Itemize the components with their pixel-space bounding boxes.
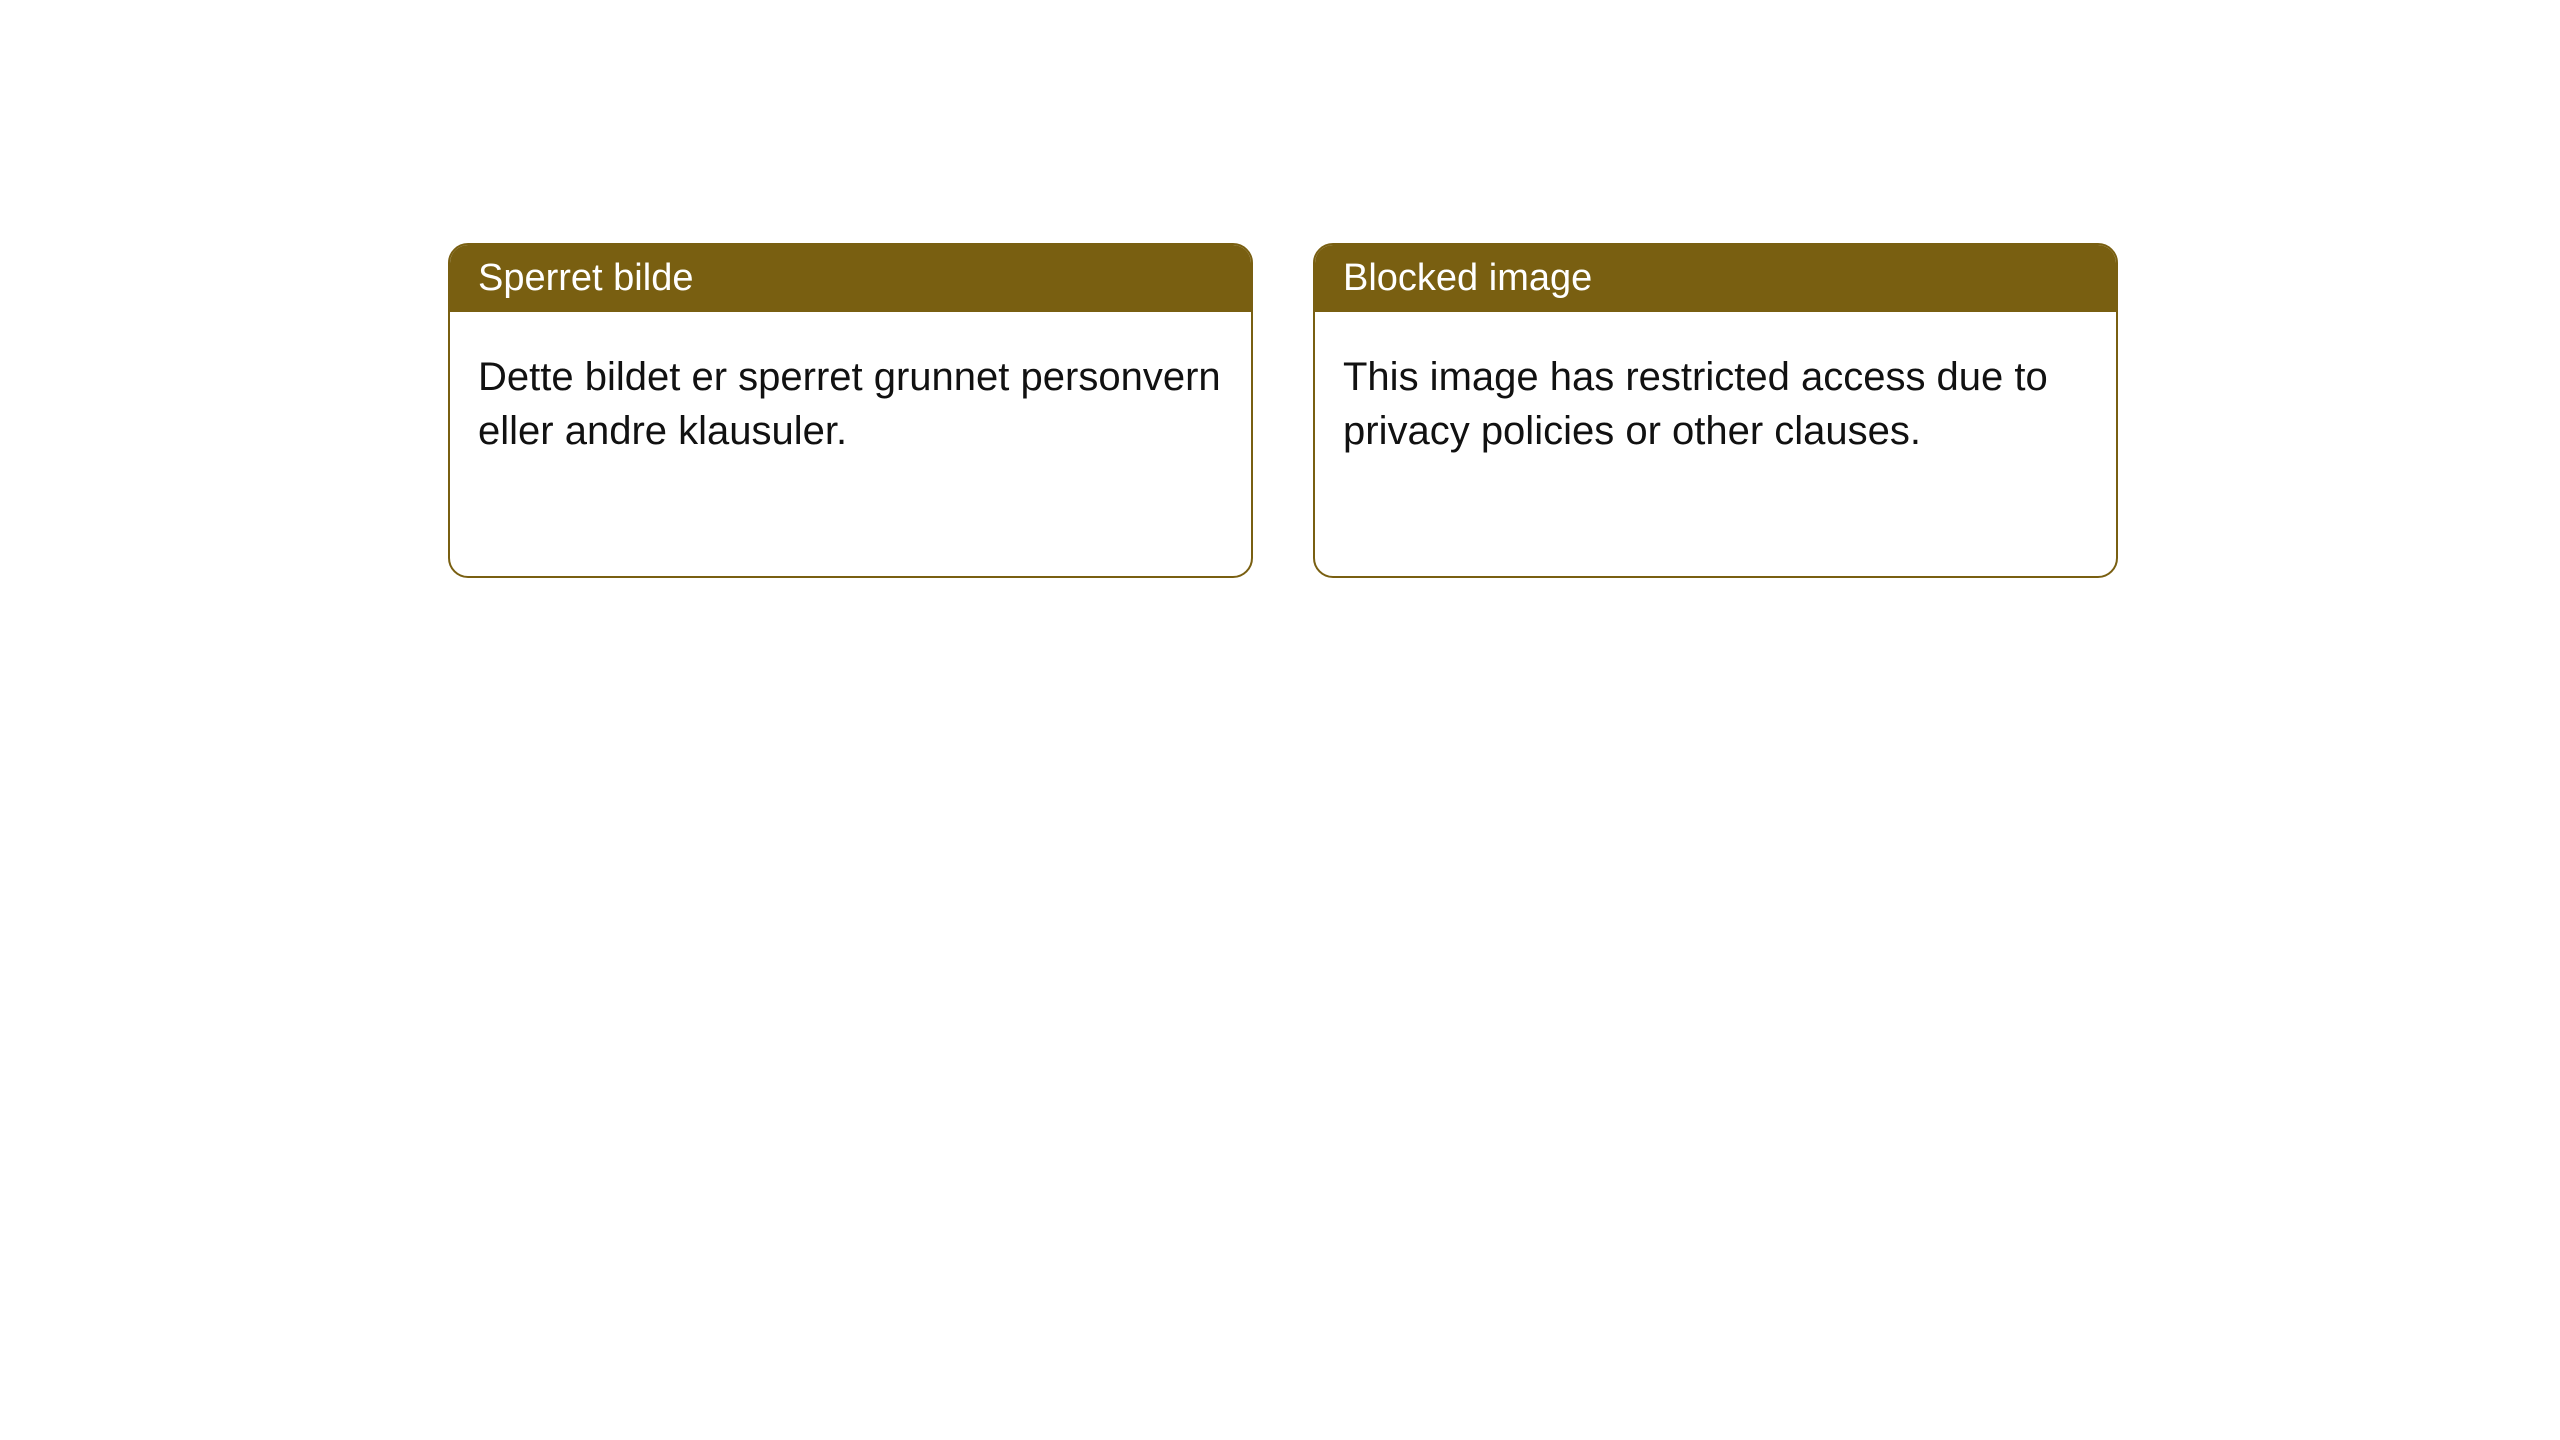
notice-title-norwegian: Sperret bilde — [450, 245, 1251, 312]
notice-card-english: Blocked image This image has restricted … — [1313, 243, 2118, 578]
notice-container: Sperret bilde Dette bildet er sperret gr… — [0, 0, 2560, 578]
notice-body-norwegian: Dette bildet er sperret grunnet personve… — [450, 312, 1251, 486]
notice-body-english: This image has restricted access due to … — [1315, 312, 2116, 486]
notice-title-english: Blocked image — [1315, 245, 2116, 312]
notice-card-norwegian: Sperret bilde Dette bildet er sperret gr… — [448, 243, 1253, 578]
